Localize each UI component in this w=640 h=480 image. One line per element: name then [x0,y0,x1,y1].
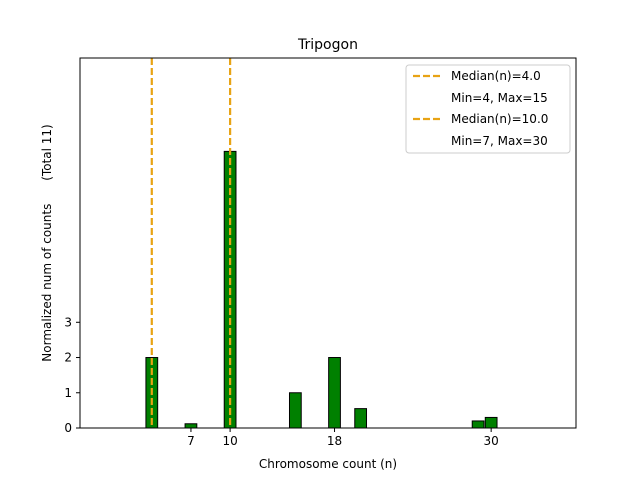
legend-median-2-label: Median(n)=10.0 [451,112,548,126]
bar-18 [328,357,341,429]
chart-title: Tripogon [297,37,358,53]
y-tick-label-0: 0 [64,421,72,435]
legend-median-1-label: Median(n)=4.0 [451,69,541,83]
x-tick-label-30: 30 [484,434,499,448]
y-tick-label-1: 1 [64,386,72,400]
y-tick-label-3: 3 [64,315,72,329]
legend-range-2-label: Min=7, Max=30 [451,134,548,148]
legend: Median(n)=4.0 Min=4, Max=15 Median(n)=10… [405,64,571,154]
legend-box [405,64,571,154]
plot-frame [79,57,577,429]
x-tick-label-18: 18 [327,434,342,448]
bar-15 [288,392,302,429]
legend-range-1-label: Min=4, Max=15 [451,91,548,105]
bar-30 [484,416,498,429]
y-tick-label-2: 2 [64,351,72,365]
y-ticks-group: 0 1 2 3 [64,315,80,435]
x-tick-label-10: 10 [222,434,237,448]
x-ticks-group: 7 10 18 30 [187,428,499,448]
bar-7 [184,423,198,429]
y-axis-label: Normalized num of counts (Total 11) [40,124,54,361]
bar-20 [354,408,368,429]
x-axis-label: Chromosome count (n) [259,457,397,471]
bar-29 [471,420,485,429]
x-tick-label-7: 7 [187,434,195,448]
median-lines-group [150,58,232,428]
